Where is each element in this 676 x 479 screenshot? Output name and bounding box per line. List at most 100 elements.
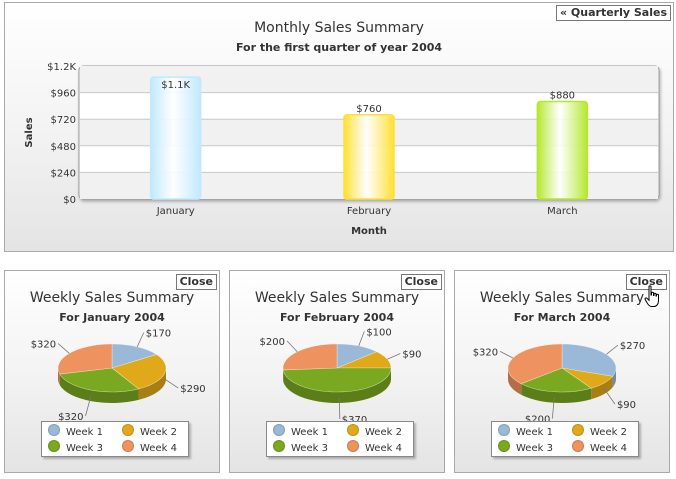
data-label: $320 <box>31 340 56 351</box>
data-label: $200 <box>525 415 550 421</box>
label-connector <box>551 397 555 419</box>
weekly-sales-pie-chart: $100 $90 $370 $200 <box>260 327 422 421</box>
label-connector <box>358 331 365 347</box>
legend-label: Week 2 <box>365 427 402 438</box>
pie-slice-week-4[interactable] <box>507 343 563 385</box>
data-label: $320 <box>473 347 498 358</box>
label-connector <box>606 344 619 355</box>
legend-item: Week 4 <box>572 440 627 454</box>
x-tick-label: March <box>547 206 577 217</box>
legend-swatch-icon <box>498 440 510 452</box>
label-connector <box>603 388 616 405</box>
pie-title: Weekly Sales Summary <box>254 290 420 306</box>
y-tick-label: $720 <box>51 115 76 126</box>
legend-label: Week 1 <box>516 427 553 438</box>
legend-label: Week 4 <box>365 443 402 454</box>
pie-legend: Week 1 Week 2 Week 3 Week 4 <box>41 421 189 457</box>
label-connector <box>57 343 70 354</box>
legend-item: Week 3 <box>48 440 103 454</box>
legend-item: Week 1 <box>48 424 103 438</box>
legend-swatch-icon <box>273 424 285 436</box>
pie-slice-side <box>58 368 60 386</box>
data-label: $170 <box>146 329 171 340</box>
legend-swatch-icon <box>572 424 584 436</box>
monthly-sales-bar-chart: $0 $240 $480 $720 $960 $1.2K $1.1K January $760 F… <box>24 62 660 237</box>
legend-item: Week 4 <box>347 440 402 454</box>
legend-swatch-icon <box>273 440 285 452</box>
legend-label: Week 4 <box>590 443 627 454</box>
close-button[interactable]: Close <box>400 274 442 290</box>
pie-slice-week-4[interactable] <box>57 343 113 375</box>
legend-item: Week 1 <box>498 424 553 438</box>
y-tick-label: $240 <box>51 168 76 179</box>
pie-slice-week-1[interactable] <box>561 343 617 377</box>
bar-march[interactable] <box>536 100 589 200</box>
legend-swatch-icon <box>122 424 134 436</box>
label-connector <box>338 397 341 419</box>
bar-january[interactable] <box>149 76 202 200</box>
legend-swatch-icon <box>122 440 134 452</box>
legend-swatch-icon <box>48 440 60 452</box>
data-label: $320 <box>58 412 83 421</box>
pie-slice-week-3[interactable] <box>59 367 140 393</box>
legend-swatch-icon <box>572 440 584 452</box>
weekly-sales-panel-january: Close Weekly Sales Summary For January 2… <box>4 270 220 473</box>
chart-subtitle: For the first quarter of year 2004 <box>235 41 443 54</box>
label-connector <box>387 353 401 360</box>
data-label: $100 <box>366 327 391 338</box>
pie-title: Weekly Sales Summary <box>479 290 645 306</box>
pie-title: Weekly Sales Summary <box>29 290 195 306</box>
legend-swatch-icon <box>48 424 60 436</box>
data-label: $270 <box>620 341 645 352</box>
x-axis-title: Month <box>351 226 387 237</box>
close-button[interactable]: Close <box>175 274 217 290</box>
legend-label: Week 2 <box>590 427 627 438</box>
y-tick-label: $960 <box>51 89 76 100</box>
data-label: $1.1K <box>161 80 190 91</box>
legend-item: Week 4 <box>122 440 177 454</box>
quarterly-sales-button[interactable]: « Quarterly Sales <box>555 5 671 21</box>
data-label: $880 <box>550 90 575 101</box>
pie-slice-side <box>59 374 139 403</box>
weekly-sales-panel-march: Close Weekly Sales Summary For March 200… <box>454 270 670 473</box>
label-connector <box>286 340 298 353</box>
label-connector <box>85 395 92 416</box>
pie-slice-side <box>591 376 613 400</box>
pie-slice-week-1[interactable] <box>111 343 158 369</box>
legend-item: Week 2 <box>122 424 177 438</box>
pie-slice-week-2[interactable] <box>111 354 167 390</box>
pie-subtitle: For March 2004 <box>513 311 611 324</box>
chart-title: Monthly Sales Summary <box>254 20 424 36</box>
data-label: $90 <box>402 349 421 360</box>
data-label: $200 <box>260 337 285 348</box>
data-label: $90 <box>617 400 636 411</box>
x-tick-label: January <box>156 206 195 217</box>
legend-item: Week 1 <box>273 424 328 438</box>
legend-label: Week 2 <box>140 427 177 438</box>
y-tick-label: $0 <box>63 195 76 206</box>
label-connector <box>136 332 145 347</box>
data-label: $760 <box>356 104 381 115</box>
pie-slice-week-3[interactable] <box>520 367 592 393</box>
legend-label: Week 1 <box>66 427 103 438</box>
close-button[interactable]: Close <box>625 274 667 290</box>
bar-february[interactable] <box>343 114 395 200</box>
pie-slice-side <box>138 368 166 400</box>
label-connector <box>499 351 514 359</box>
legend-label: Week 3 <box>516 443 553 454</box>
legend-label: Week 3 <box>66 443 103 454</box>
pie-slice-week-3[interactable] <box>282 367 392 393</box>
pie-slice-week-4[interactable] <box>282 343 338 371</box>
y-tick-label: $480 <box>51 142 76 153</box>
legend-swatch-icon <box>347 440 359 452</box>
legend-item: Week 3 <box>273 440 328 454</box>
hand-cursor-icon <box>644 285 659 307</box>
weekly-sales-panel-february: Close Weekly Sales Summary For February … <box>229 270 445 473</box>
data-label: $370 <box>342 415 367 421</box>
legend-label: Week 1 <box>291 427 328 438</box>
legend-label: Week 3 <box>291 443 328 454</box>
pie-legend: Week 1 Week 2 Week 3 Week 4 <box>266 421 414 457</box>
pie-legend: Week 1 Week 2 Week 3 Week 4 <box>491 421 639 457</box>
pie-slice-side <box>521 383 592 403</box>
legend-item: Week 2 <box>572 424 627 438</box>
